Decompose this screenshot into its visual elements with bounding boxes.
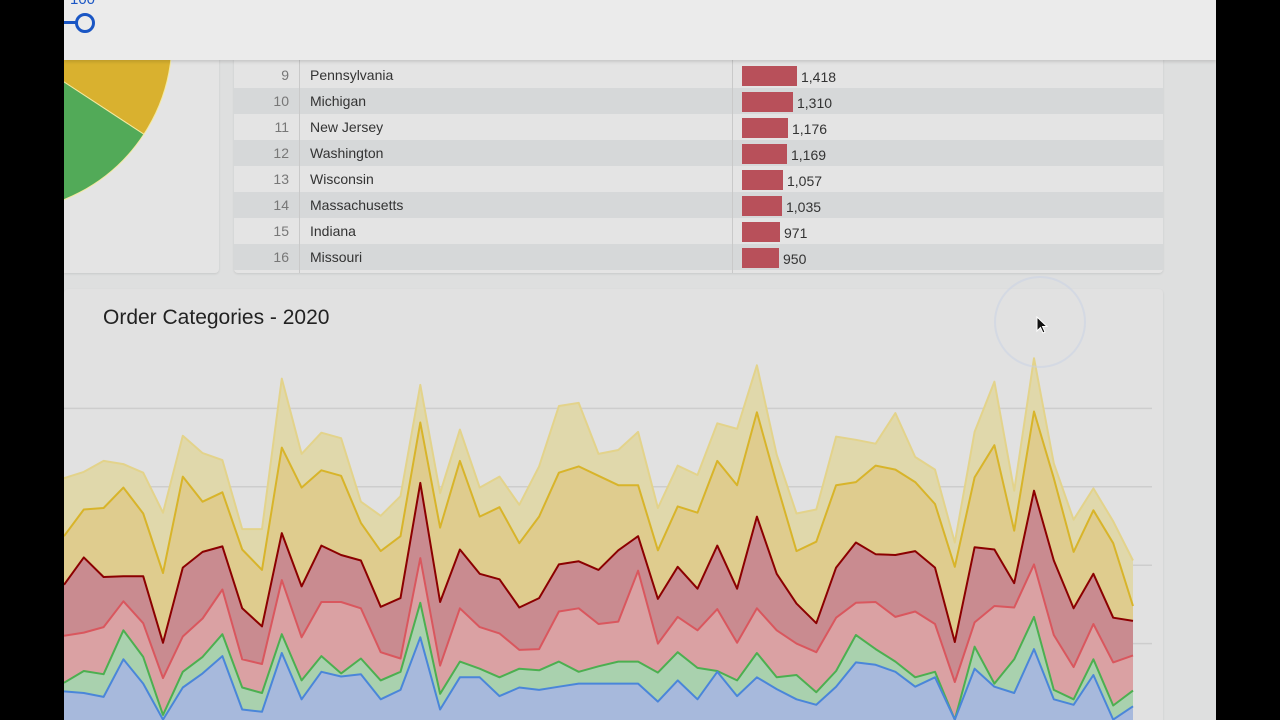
- row-rank: 11: [274, 119, 289, 135]
- table-body: 9 Pennsylvania 1,418 10 Michigan 1,310 11 New J…: [234, 62, 1163, 270]
- row-value-bar: [742, 144, 787, 164]
- dashboard-page: 100 9 Pennsylvania 1,418 10 Michigan 1,310 11 N…: [64, 0, 1216, 720]
- row-state: New Jersey: [310, 119, 384, 135]
- row-rank: 14: [273, 197, 289, 213]
- row-state: Wisconsin: [310, 171, 374, 187]
- row-value-bar: [742, 66, 797, 86]
- row-value: 1,035: [786, 199, 822, 215]
- row-value-bar: [742, 170, 783, 190]
- table-row[interactable]: 11 New Jersey 1,176: [234, 114, 1163, 140]
- row-state: Missouri: [310, 249, 363, 265]
- line-series-5: [64, 357, 1134, 561]
- table-row[interactable]: 14 Massachusetts 1,035: [234, 192, 1163, 218]
- row-state: Michigan: [310, 93, 367, 109]
- row-value-bar: [742, 118, 788, 138]
- slider-value: 100: [70, 0, 95, 8]
- row-value: 1,176: [792, 121, 828, 137]
- chart-title: Order Categories - 2020: [103, 306, 330, 329]
- row-state: Washington: [310, 145, 384, 161]
- table-row[interactable]: 13 Wisconsin 1,057: [234, 166, 1163, 192]
- slider-track[interactable]: [64, 21, 78, 24]
- row-value: 1,057: [787, 173, 823, 189]
- row-rank: 15: [273, 223, 289, 239]
- stacked-area-chart: [64, 357, 1152, 720]
- table-row[interactable]: 15 Indiana 971: [234, 218, 1163, 244]
- click-ripple: [994, 276, 1086, 368]
- row-state: Pennsylvania: [310, 67, 394, 83]
- row-value: 950: [783, 251, 807, 267]
- states-table: 9 Pennsylvania 1,418 10 Michigan 1,310 11 New J…: [234, 40, 1163, 273]
- row-rank: 13: [273, 171, 289, 187]
- pie-slice-yellow[interactable]: [64, 40, 173, 135]
- row-value: 1,169: [791, 147, 827, 163]
- table-row[interactable]: 16 Missouri 950: [234, 244, 1163, 270]
- filter-bar: 100: [64, 0, 1216, 60]
- order-categories-chart-card: Order Categories - 2020: [64, 289, 1163, 720]
- row-rank: 12: [273, 145, 289, 161]
- column-divider: [732, 40, 733, 273]
- area-series-0[interactable]: [64, 637, 1133, 720]
- row-state: Indiana: [310, 223, 356, 239]
- row-value-bar: [742, 222, 780, 242]
- table-row[interactable]: 9 Pennsylvania 1,418: [234, 62, 1163, 88]
- row-value: 971: [784, 225, 808, 241]
- row-value: 1,418: [801, 69, 837, 85]
- mouse-cursor-icon: [1036, 316, 1049, 334]
- row-value-bar: [742, 92, 793, 112]
- row-rank: 10: [273, 93, 289, 109]
- row-value-bar: [742, 196, 782, 216]
- row-value-bar: [742, 248, 779, 268]
- column-divider: [299, 40, 300, 273]
- row-value: 1,310: [797, 95, 833, 111]
- line-series-2: [64, 557, 1134, 683]
- slider-handle[interactable]: [75, 13, 95, 33]
- row-rank: 16: [273, 249, 289, 265]
- pie-chart: [64, 40, 173, 212]
- line-series-4: [64, 410, 1134, 607]
- pie-slice-green[interactable]: [64, 40, 145, 212]
- pie-chart-card: [64, 40, 219, 273]
- table-row[interactable]: 12 Washington 1,169: [234, 140, 1163, 166]
- row-rank: 9: [281, 67, 289, 83]
- line-series-3: [64, 481, 1134, 644]
- row-state: Massachusetts: [310, 197, 404, 213]
- table-row[interactable]: 10 Michigan 1,310: [234, 88, 1163, 114]
